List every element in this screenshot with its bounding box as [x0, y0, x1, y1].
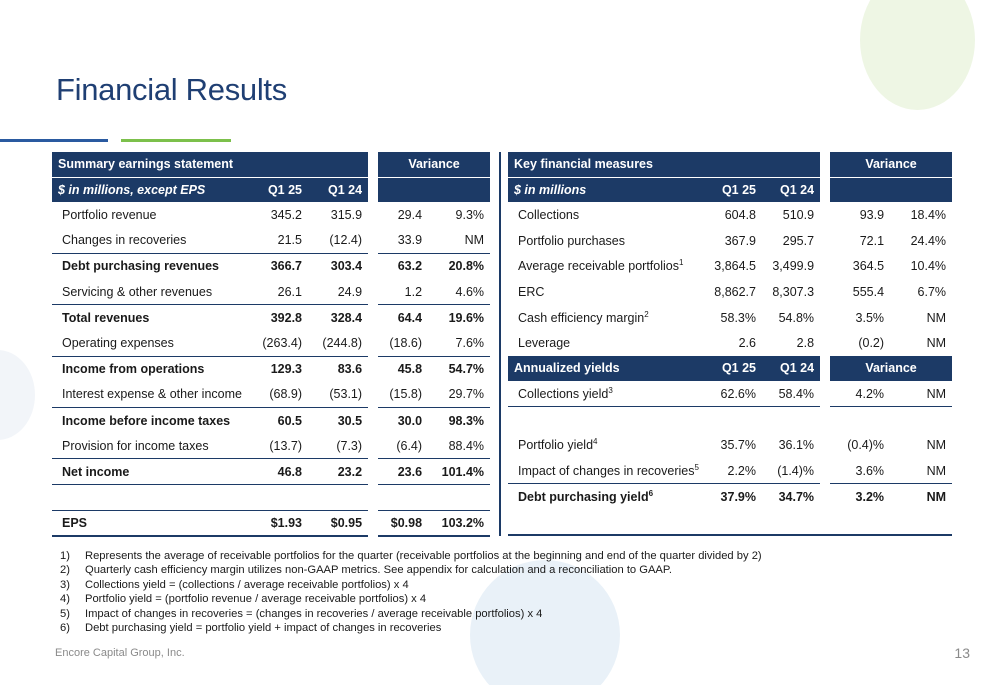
- footnote: 3) Collections yield = (collections / ave…: [60, 578, 409, 591]
- table-row: Collections yield3 62.6% 58.4% 4.2% NM: [508, 381, 953, 408]
- summary-col-q2: Q1 24: [308, 177, 369, 203]
- table-row: Leverage 2.6 2.8 (0.2) NM: [508, 330, 952, 357]
- table-row: Changes in recoveries 21.5 (12.4) 33.9 N…: [52, 227, 491, 254]
- table-row: Total revenues 392.8 328.4 64.4 19.6%: [52, 304, 490, 331]
- table-row: ERC 8,862.7 8,307.3 555.4 6.7%: [508, 279, 952, 305]
- summary-subheader-row: $ in millions, except EPS Q1 25 Q1 24: [52, 177, 491, 203]
- footnotes: 1) Represents the average of receivable p…: [60, 549, 762, 635]
- measures-units-label: $ in millions: [508, 177, 704, 203]
- table-divider: [499, 152, 501, 536]
- measures-variance-header: Variance: [830, 152, 953, 178]
- footnote-ref: 6: [648, 488, 654, 498]
- measures-subheader-row: $ in millions Q1 25 Q1 24: [508, 177, 953, 203]
- measures-header-row: Key financial measures Variance: [508, 152, 953, 178]
- table-row: Debt purchasing yield6 37.9% 34.7% 3.2% …: [508, 483, 952, 510]
- title-rule-green: [121, 139, 231, 142]
- summary-earnings-table: Summary earnings statement Variance $ in…: [52, 152, 491, 537]
- decorative-circle-left: [0, 350, 35, 440]
- title-rule-blue: [0, 139, 108, 142]
- footnote: 6) Debt purchasing yield = portfolio yiel…: [60, 622, 442, 635]
- footnote: 4) Portfolio yield = (portfolio revenue /…: [60, 593, 427, 606]
- table-row: Portfolio purchases 367.9 295.7 72.1 24.…: [508, 227, 952, 254]
- table-row: Collections 604.8 510.9 93.9 18.4%: [508, 202, 952, 228]
- page-title: Financial Results: [56, 72, 287, 107]
- table-row: Operating expenses (263.4) (244.8) (18.6…: [52, 330, 491, 357]
- footnote: 5) Impact of changes in recoveries = (cha…: [60, 607, 543, 620]
- page-number: 13: [954, 645, 970, 661]
- summary-col-q1: Q1 25: [250, 177, 308, 203]
- footnote-ref: 4: [593, 437, 598, 447]
- summary-variance-header: Variance: [378, 152, 491, 178]
- table-row: Portfolio revenue 345.2 315.9 29.4 9.3%: [52, 202, 490, 228]
- table-row: Servicing & other revenues 26.1 24.9 1.2…: [52, 279, 491, 306]
- yields-variance-header: Variance: [830, 356, 953, 382]
- company-name: Encore Capital Group, Inc.: [55, 647, 185, 659]
- measures-col-q2: Q1 24: [762, 177, 821, 203]
- decorative-circle-top: [860, 0, 975, 110]
- summary-title: Summary earnings statement: [52, 152, 369, 178]
- yields-col-q1: Q1 25: [704, 356, 762, 382]
- table-row: EPS $1.93 $0.95 $0.98 103.2%: [52, 510, 491, 537]
- yields-title: Annualized yields: [508, 356, 704, 382]
- table-row: Provision for income taxes (13.7) (7.3) …: [52, 433, 491, 460]
- summary-header-row: Summary earnings statement Variance: [52, 152, 491, 178]
- table-row: Net income 46.8 23.2 23.6 101.4%: [52, 458, 491, 486]
- decorative-circle-bottom: [470, 560, 620, 685]
- footnote: 1) Represents the average of receivable p…: [60, 550, 762, 562]
- measures-title: Key financial measures: [508, 152, 821, 178]
- table-row: Debt purchasing revenues 366.7 303.4 63.…: [52, 253, 490, 280]
- yields-header-row: Annualized yields Q1 25 Q1 24 Variance: [508, 356, 953, 382]
- summary-units-label: $ in millions, except EPS: [52, 177, 250, 203]
- table-row: Interest expense & other income (68.9) (…: [52, 381, 491, 408]
- footnote-ref: 2: [644, 309, 649, 319]
- key-financial-measures-table: Key financial measures Variance $ in mil…: [508, 152, 953, 537]
- table-row: Average receivable portfolios1 3,864.5 3…: [508, 253, 952, 280]
- table-row: Impact of changes in recoveries5 2.2% (1…: [508, 458, 953, 485]
- footnote-ref: 3: [608, 385, 613, 395]
- measures-col-q1: Q1 25: [704, 177, 762, 203]
- footnote-ref: 5: [694, 462, 699, 472]
- table-row: Income before income taxes 60.5 30.5 30.…: [52, 407, 490, 434]
- footnote: 2) Quarterly cash efficiency margin utili…: [60, 564, 673, 577]
- table-row: Income from operations 129.3 83.6 45.8 5…: [52, 356, 490, 382]
- table-row: Cash efficiency margin2 58.3% 54.8% 3.5%…: [508, 304, 952, 331]
- table-row: Portfolio yield4 35.7% 36.1% (0.4)% NM: [508, 432, 952, 459]
- footnote-ref: 1: [678, 258, 684, 268]
- yields-col-q2: Q1 24: [762, 356, 821, 382]
